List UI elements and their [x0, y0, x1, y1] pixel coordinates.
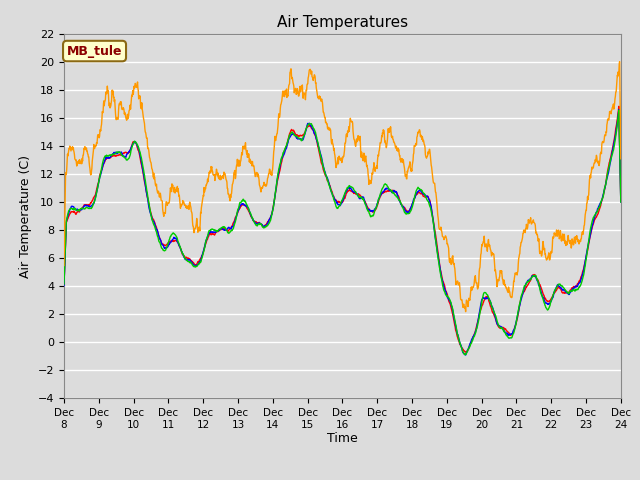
- AirT: [184, 255, 191, 261]
- Line: Tsonic: Tsonic: [64, 62, 621, 312]
- Tsonic: [246, 159, 254, 165]
- AirT: [246, 211, 254, 217]
- Tsonic: [462, 309, 470, 314]
- li75_t: [462, 352, 470, 358]
- li75_t: [170, 235, 178, 241]
- Legend: AirT, li75_t, li77_temp, Tsonic: AirT, li75_t, li77_temp, Tsonic: [147, 478, 538, 480]
- Tsonic: [551, 231, 559, 237]
- AirT: [502, 327, 509, 333]
- li77_temp: [551, 287, 559, 293]
- AirT: [551, 289, 559, 295]
- Tsonic: [184, 204, 191, 209]
- X-axis label: Time: Time: [327, 432, 358, 445]
- AirT: [617, 198, 625, 204]
- Title: Air Temperatures: Air Temperatures: [277, 15, 408, 30]
- AirT: [462, 349, 470, 355]
- Y-axis label: Air Temperature (C): Air Temperature (C): [19, 155, 32, 277]
- Tsonic: [617, 156, 625, 162]
- li75_t: [429, 215, 436, 221]
- li75_t: [551, 287, 559, 293]
- li77_temp: [60, 281, 68, 287]
- li75_t: [502, 331, 509, 336]
- Line: AirT: AirT: [64, 106, 621, 352]
- Tsonic: [429, 175, 436, 181]
- AirT: [60, 281, 68, 287]
- Tsonic: [502, 284, 509, 289]
- li75_t: [246, 210, 254, 216]
- li75_t: [615, 107, 623, 112]
- li75_t: [60, 283, 68, 288]
- Line: li75_t: li75_t: [64, 109, 621, 355]
- Line: li77_temp: li77_temp: [64, 110, 621, 355]
- li77_temp: [429, 216, 436, 222]
- li75_t: [184, 257, 191, 263]
- Tsonic: [616, 59, 623, 65]
- li77_temp: [617, 199, 625, 205]
- AirT: [429, 214, 436, 220]
- li75_t: [617, 199, 625, 205]
- li77_temp: [461, 352, 468, 358]
- li77_temp: [615, 107, 623, 113]
- li77_temp: [502, 332, 509, 337]
- li77_temp: [184, 259, 191, 264]
- AirT: [170, 238, 178, 243]
- li77_temp: [246, 210, 254, 216]
- Tsonic: [170, 185, 178, 191]
- Text: MB_tule: MB_tule: [67, 45, 122, 58]
- AirT: [615, 103, 623, 109]
- li77_temp: [170, 231, 178, 237]
- Tsonic: [60, 263, 68, 268]
